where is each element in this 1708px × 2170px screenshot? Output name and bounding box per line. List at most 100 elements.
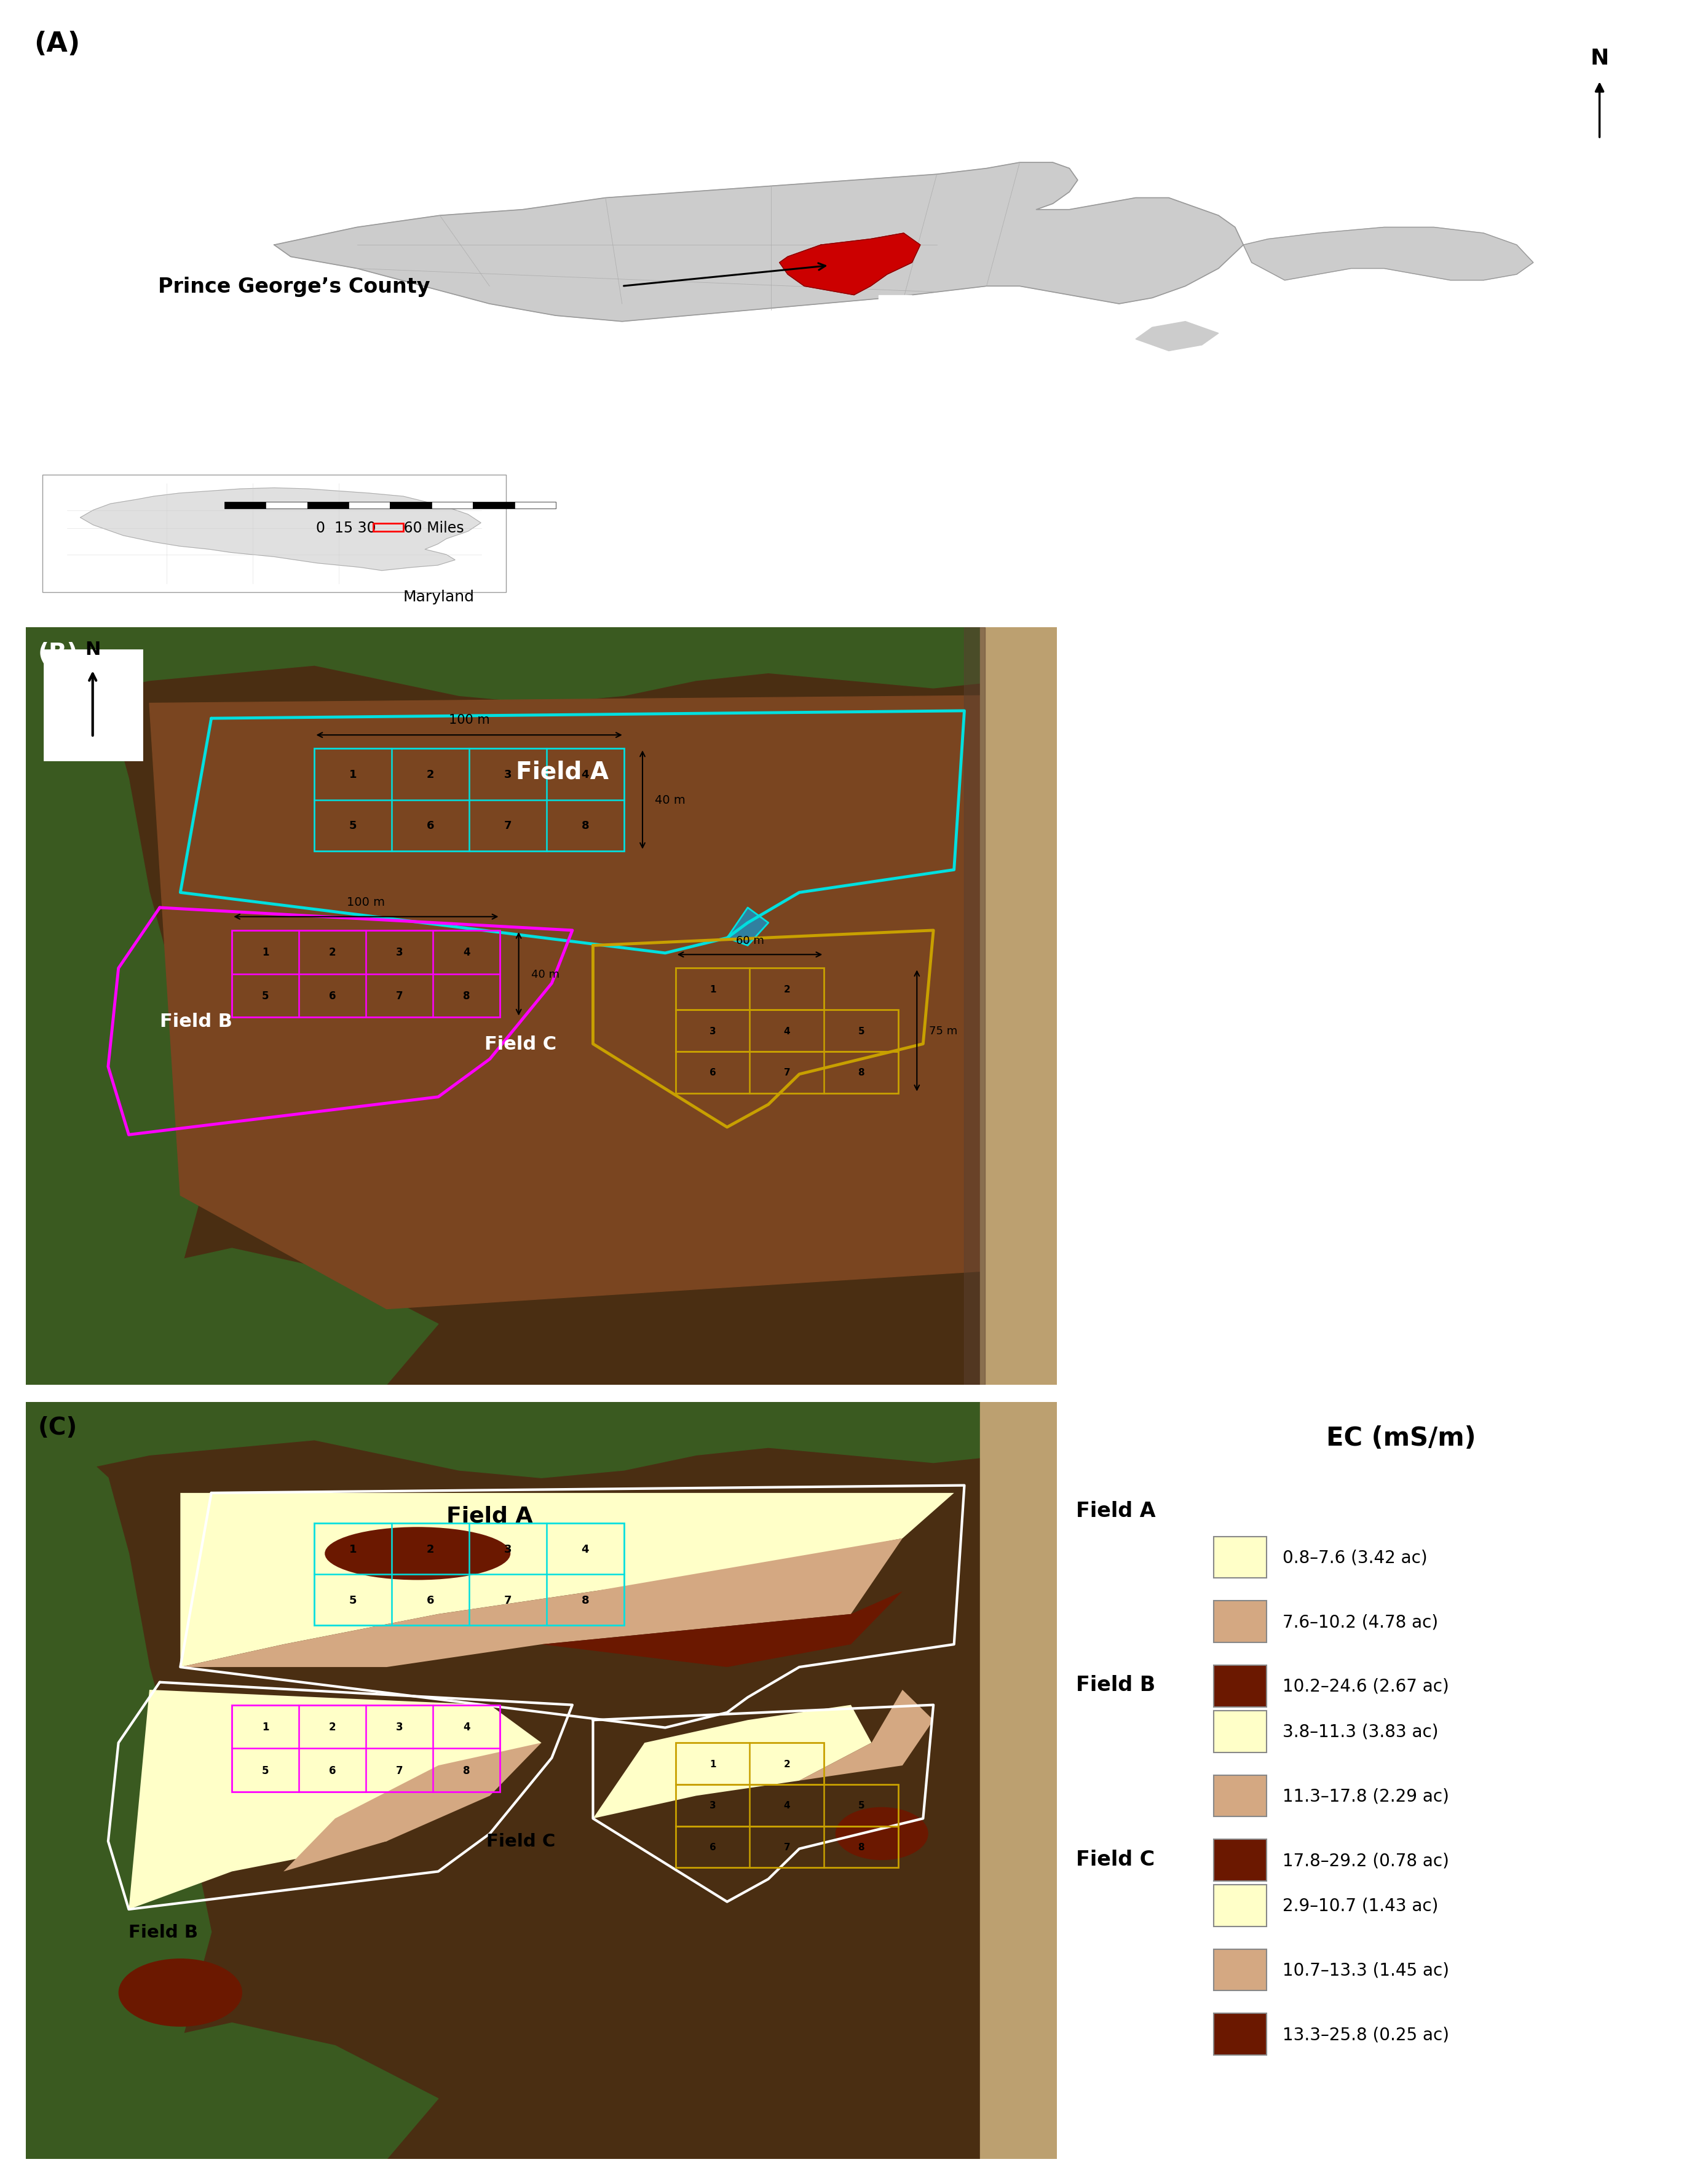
Text: 7: 7 [504, 1595, 512, 1606]
Text: 5: 5 [261, 990, 268, 1000]
Polygon shape [980, 1402, 1057, 2159]
Text: 1: 1 [261, 1721, 268, 1732]
Bar [374, 523, 403, 532]
Text: 5: 5 [261, 1764, 268, 1775]
Text: 40 m: 40 m [654, 794, 685, 805]
Bar [432, 501, 473, 510]
Text: Field B: Field B [1076, 1675, 1155, 1695]
Text: 4: 4 [784, 1801, 791, 1810]
Bar [43, 475, 506, 592]
Ellipse shape [118, 1960, 243, 2027]
Text: 6: 6 [427, 1595, 434, 1606]
Bar [348, 501, 389, 510]
Bar [473, 501, 514, 510]
Polygon shape [541, 1591, 902, 1667]
Polygon shape [181, 1539, 902, 1667]
Bar [314, 749, 623, 851]
Bar [1213, 1949, 1267, 1990]
Bar [307, 501, 348, 510]
Text: 60 m: 60 m [736, 935, 763, 946]
Text: 40 m: 40 m [531, 968, 560, 979]
Text: 7.6–10.2 (4.78 ac): 7.6–10.2 (4.78 ac) [1283, 1612, 1438, 1630]
Text: 4: 4 [784, 1026, 791, 1035]
Text: 4: 4 [581, 768, 589, 779]
Text: 2: 2 [784, 1760, 791, 1769]
Text: 3: 3 [709, 1026, 716, 1035]
Polygon shape [728, 907, 769, 946]
Text: 0.8–7.6 (3.42 ac): 0.8–7.6 (3.42 ac) [1283, 1549, 1428, 1567]
Bar [1213, 1840, 1267, 1881]
Text: 8: 8 [463, 1764, 470, 1775]
Text: 1: 1 [350, 1543, 357, 1554]
FancyBboxPatch shape [44, 651, 142, 760]
Text: Field A: Field A [446, 1506, 533, 1526]
Polygon shape [1136, 321, 1218, 352]
Polygon shape [80, 488, 482, 571]
Text: 0  15 30      60 Miles: 0 15 30 60 Miles [316, 521, 465, 536]
Text: 8: 8 [581, 820, 589, 831]
Bar [1213, 1536, 1267, 1578]
Text: 5: 5 [857, 1026, 864, 1035]
Text: 2: 2 [427, 1543, 434, 1554]
Polygon shape [26, 1248, 439, 1384]
Polygon shape [779, 234, 921, 295]
Polygon shape [273, 163, 1243, 321]
Bar [314, 1523, 623, 1625]
Bar [232, 931, 500, 1018]
Text: 7: 7 [504, 820, 512, 831]
Polygon shape [26, 2022, 439, 2159]
Polygon shape [149, 697, 986, 1309]
Text: N: N [85, 640, 101, 658]
Text: (B): (B) [38, 642, 79, 664]
Text: N: N [1590, 48, 1609, 69]
Ellipse shape [325, 1528, 511, 1580]
Text: 13.3–25.8 (0.25 ac): 13.3–25.8 (0.25 ac) [1283, 2025, 1448, 2042]
Bar [675, 1009, 898, 1052]
Text: 3: 3 [396, 946, 403, 957]
Bar [224, 501, 266, 510]
Text: 6: 6 [330, 1764, 336, 1775]
Text: (C): (C) [38, 1415, 77, 1439]
Text: 100 m: 100 m [347, 896, 384, 907]
Polygon shape [880, 295, 912, 310]
Polygon shape [965, 627, 986, 1384]
Text: 6: 6 [330, 990, 336, 1000]
Polygon shape [26, 627, 212, 1384]
Text: 4: 4 [581, 1543, 589, 1554]
Bar [675, 1052, 898, 1094]
Bar [266, 501, 307, 510]
Bar [1213, 1601, 1267, 1643]
Text: EC (mS/m): EC (mS/m) [1325, 1426, 1476, 1452]
Bar [232, 1706, 500, 1792]
Text: 5: 5 [857, 1801, 864, 1810]
Text: (A): (A) [34, 30, 80, 56]
Text: 2: 2 [330, 1721, 336, 1732]
Polygon shape [1243, 228, 1534, 280]
Text: 5: 5 [350, 1595, 357, 1606]
Text: Field A: Field A [1076, 1502, 1156, 1521]
Polygon shape [26, 1402, 1057, 1478]
Polygon shape [799, 1690, 933, 1782]
Text: Field A: Field A [516, 759, 608, 783]
Text: 5: 5 [350, 820, 357, 831]
Text: 7: 7 [396, 1764, 403, 1775]
Text: 4: 4 [463, 1721, 470, 1732]
Bar [1213, 1710, 1267, 1753]
Text: 2: 2 [784, 985, 791, 994]
Text: 3.8–11.3 (3.83 ac): 3.8–11.3 (3.83 ac) [1283, 1723, 1438, 1740]
Text: 1: 1 [709, 985, 716, 994]
Text: 3: 3 [396, 1721, 403, 1732]
Text: 75 m: 75 m [929, 1026, 958, 1037]
Text: 6: 6 [427, 820, 434, 831]
Bar [675, 1743, 823, 1784]
Text: 100 m: 100 m [449, 714, 490, 727]
Text: 8: 8 [857, 1068, 864, 1076]
Bar [1213, 1664, 1267, 1708]
Text: 1: 1 [261, 946, 268, 957]
Text: Field C: Field C [487, 1834, 555, 1849]
Bar [1213, 2014, 1267, 2055]
Polygon shape [128, 1690, 541, 1910]
Text: 6: 6 [709, 1068, 716, 1076]
Text: 10.7–13.3 (1.45 ac): 10.7–13.3 (1.45 ac) [1283, 1962, 1448, 1979]
Text: Field B: Field B [128, 1923, 198, 1940]
